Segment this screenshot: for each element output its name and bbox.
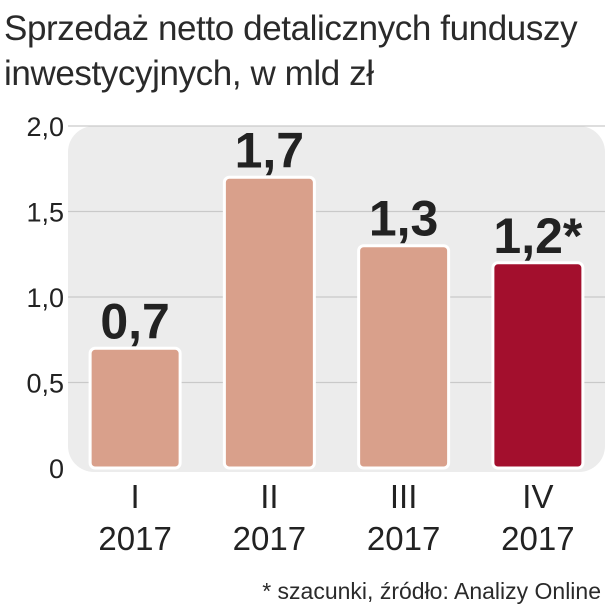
x-tick-label: 2017	[367, 520, 440, 557]
bar-value-label: 1,7	[235, 122, 305, 178]
y-tick-label: 1,5	[26, 198, 64, 228]
bar	[88, 346, 182, 470]
bar-value-label: 1,2*	[493, 208, 583, 264]
x-tick-label: 2017	[98, 520, 171, 557]
y-tick-label: 0	[49, 454, 64, 484]
x-tick-label: II	[260, 478, 278, 515]
y-tick-label: 2,0	[26, 112, 64, 142]
bar-value-label: 1,3	[369, 191, 439, 247]
x-tick-label: 2017	[233, 520, 306, 557]
plot-background	[68, 126, 605, 472]
chart-title-line-1: Sprzedaż netto detalicznych funduszy	[4, 9, 578, 48]
x-axis-tick-labels: I 2017 II 2017 III 2017 IV 2017	[98, 478, 574, 557]
bar	[491, 261, 585, 470]
y-tick-label: 0,5	[26, 369, 64, 399]
x-tick-label: IV	[522, 478, 553, 515]
source-footnote: * szacunki, źródło: Analizy Online	[262, 578, 601, 604]
x-tick-label: 2017	[501, 520, 574, 557]
x-tick-label: I	[131, 478, 140, 515]
bar-value-label: 0,7	[100, 293, 170, 349]
x-tick-label: III	[390, 478, 418, 515]
chart-title: Sprzedaż netto detalicznych funduszy inw…	[4, 6, 608, 96]
y-tick-label: 1,0	[26, 283, 64, 313]
y-axis-tick-labels: 0 0,5 1,0 1,5 2,0	[26, 112, 64, 484]
value-labels: 0,7 1,7 1,3 1,2*	[100, 122, 583, 349]
bar	[357, 244, 451, 470]
chart-title-line-2: inwestycyjnych, w mld zł	[4, 54, 374, 93]
bars	[88, 175, 585, 470]
bar	[222, 175, 316, 470]
